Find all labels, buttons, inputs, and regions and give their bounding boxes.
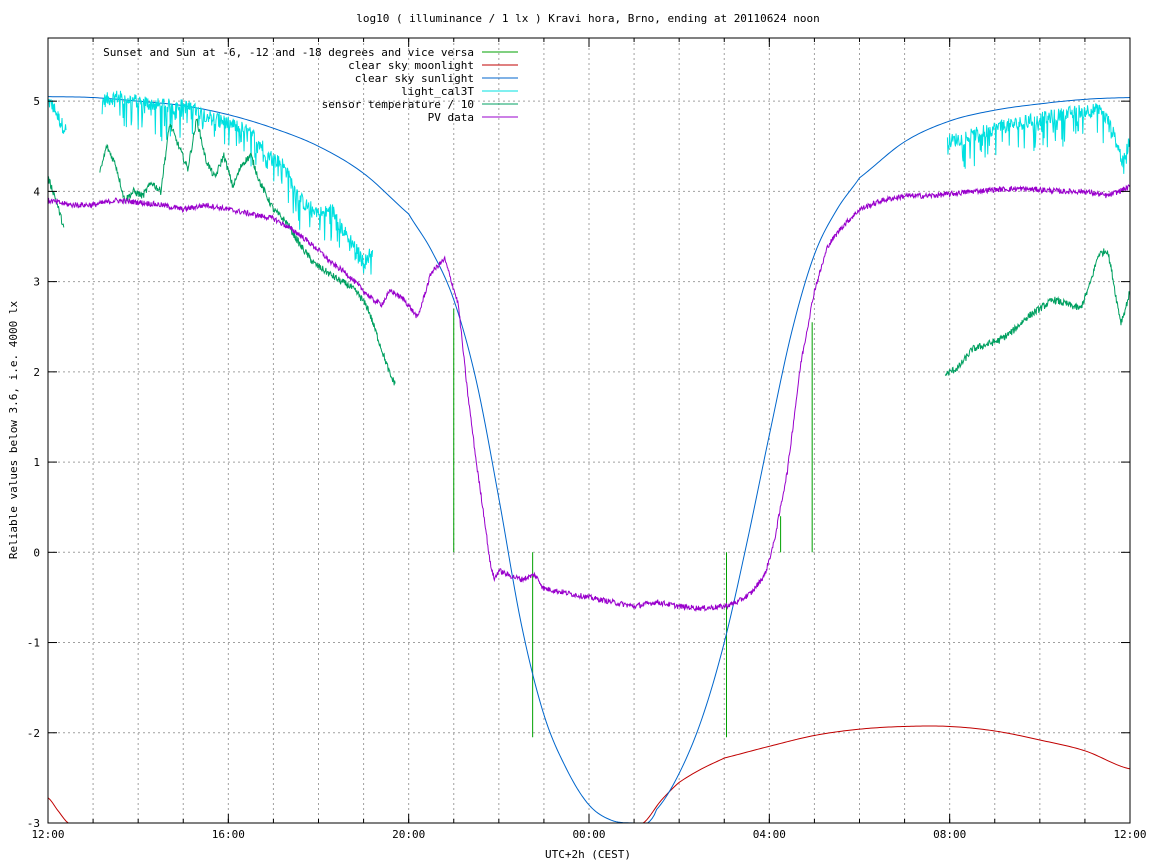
legend: Sunset and Sun at -6, -12 and -18 degree… (103, 46, 518, 124)
series-group (47, 184, 1131, 613)
chart-title: log10 ( illuminance / 1 lx ) Kravi hora,… (356, 12, 820, 25)
x-tick-label: 04:00 (753, 828, 786, 841)
y-axis-label: Reliable values below 3.6, i.e. 4000 lx (7, 300, 20, 559)
legend-entry-label: light_cal3T (401, 85, 474, 98)
legend-entry-label: Sunset and Sun at -6, -12 and -18 degree… (103, 46, 474, 59)
tick-layer: 12:00 16:00 20:00 00:00 04:00 08:00 12:00-3-2-… (27, 38, 1147, 841)
series-line (101, 90, 374, 275)
y-tick-label: -3 (27, 817, 40, 830)
series-line (47, 176, 65, 228)
x-tick-label: 12:00 (1113, 828, 1146, 841)
y-tick-label: 4 (33, 185, 40, 198)
legend-entry-label: sensor temperature / 10 (322, 98, 474, 111)
y-tick-label: 3 (33, 276, 40, 289)
y-tick-label: 5 (33, 95, 40, 108)
series-group (47, 96, 1131, 824)
series-group (453, 308, 813, 738)
y-tick-label: 0 (33, 546, 40, 559)
y-tick-label: -1 (27, 637, 40, 650)
x-axis-label: UTC+2h (CEST) (545, 848, 631, 861)
x-tick-label: 20:00 (392, 828, 425, 841)
series-line (47, 184, 1131, 613)
series-line (47, 98, 67, 134)
y-tick-label: 1 (33, 456, 40, 469)
series-group (47, 90, 1131, 275)
series-line (944, 248, 1131, 377)
series-group (47, 118, 1131, 386)
legend-entry-label: clear sky moonlight (348, 59, 474, 72)
x-tick-label: 12:00 (31, 828, 64, 841)
y-tick-label: 2 (33, 366, 40, 379)
x-tick-label: 00:00 (572, 828, 605, 841)
y-tick-label: -2 (27, 727, 40, 740)
x-tick-label: 16:00 (212, 828, 245, 841)
legend-entry-label: clear sky sunlight (355, 72, 474, 85)
legend-entry-label: PV data (428, 111, 474, 124)
series-line (946, 103, 1131, 174)
x-tick-label: 08:00 (933, 828, 966, 841)
series-line (99, 118, 396, 386)
series-line (47, 96, 1131, 824)
